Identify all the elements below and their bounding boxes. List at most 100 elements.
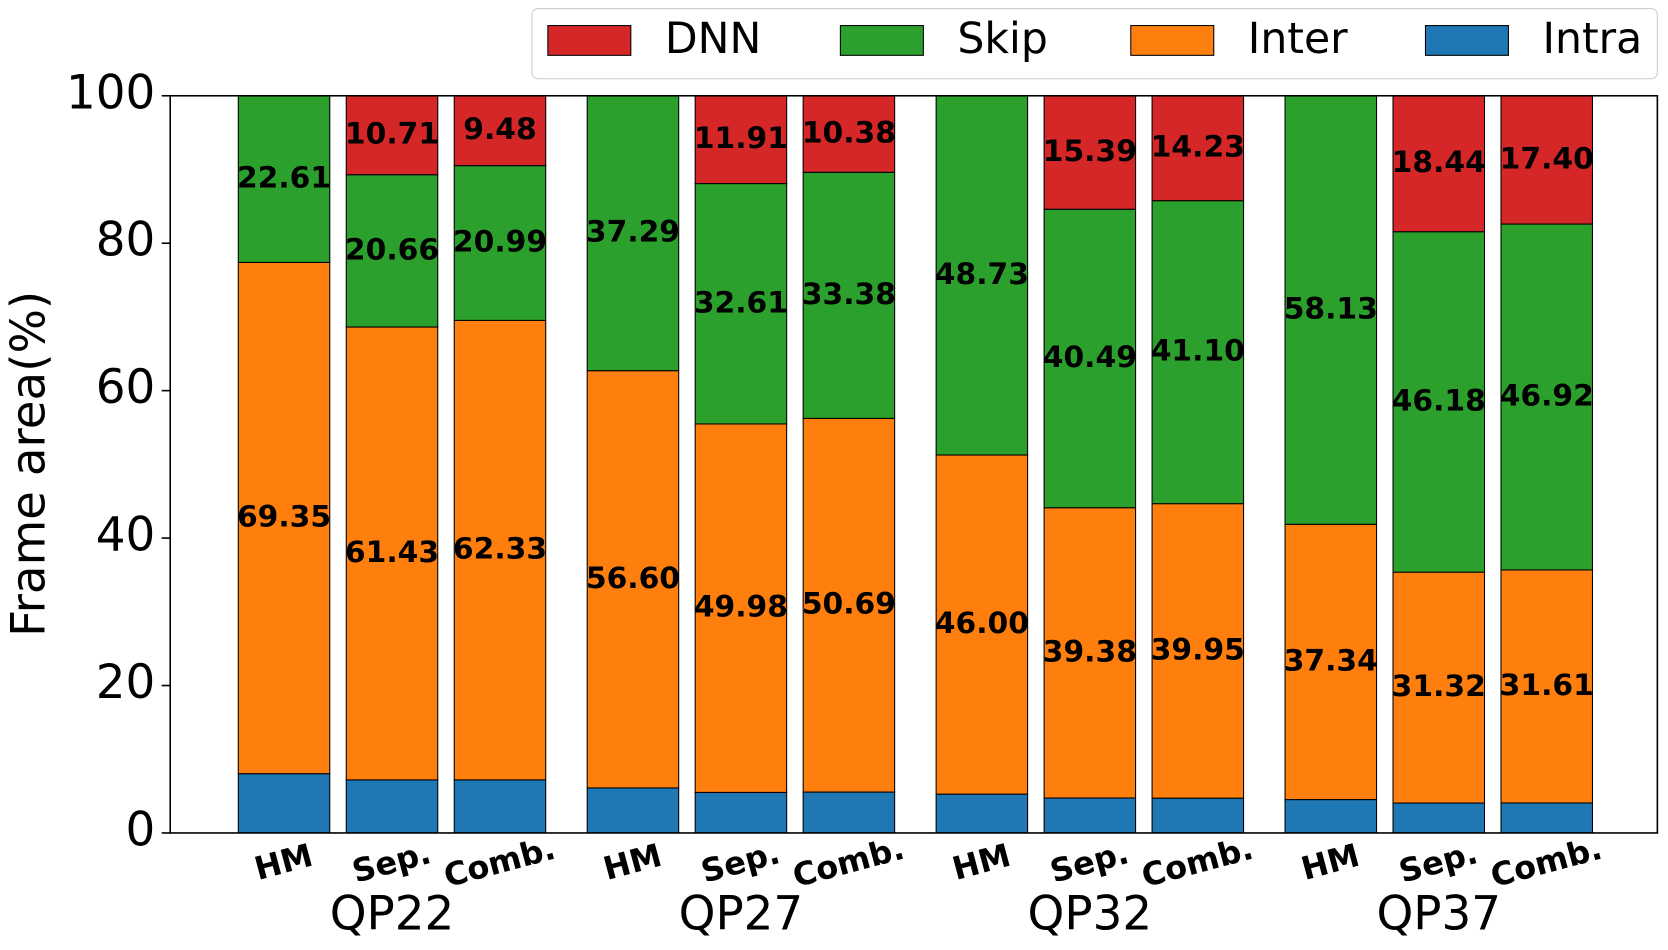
bar-segment <box>1284 799 1378 834</box>
bar-segment <box>237 773 331 834</box>
value-label: 56.60 <box>586 561 680 596</box>
value-label: 15.39 <box>1043 134 1137 169</box>
bar-segment <box>1151 503 1245 799</box>
bar-segment <box>1043 507 1137 799</box>
bar-segment <box>237 261 331 775</box>
value-label: 37.34 <box>1284 643 1378 678</box>
bar-segment <box>345 95 439 176</box>
bar-segment <box>1500 802 1594 834</box>
legend-label: Inter <box>1248 15 1348 64</box>
legend-label: DNN <box>665 15 761 64</box>
x-tick-label: Sep. <box>1046 833 1133 890</box>
legend-swatch <box>839 25 924 56</box>
bar-segment <box>586 370 680 789</box>
plot-frame <box>169 94 1659 834</box>
legend-swatch <box>547 25 632 56</box>
bar-segment <box>694 791 788 834</box>
bar-segment <box>345 779 439 834</box>
value-label: 31.61 <box>1500 668 1594 703</box>
bar-segment <box>694 183 788 425</box>
value-label: 41.10 <box>1151 334 1245 369</box>
value-label: 32.61 <box>694 285 788 320</box>
bar-segment <box>1151 797 1245 834</box>
legend-swatch <box>1130 25 1215 56</box>
y-tick-label: 20 <box>96 656 156 710</box>
x-tick-label: Comb. <box>1486 829 1606 895</box>
bar-segment <box>1151 200 1245 505</box>
bar-segment <box>802 417 896 793</box>
group-label: QP22 <box>330 887 455 941</box>
legend-swatch <box>1424 25 1509 56</box>
bar-segment <box>1043 797 1137 834</box>
value-label: 37.29 <box>586 215 680 250</box>
value-label: 31.32 <box>1392 669 1486 704</box>
bar-segment <box>802 791 896 834</box>
bar-segment <box>802 171 896 419</box>
bar-segment <box>237 95 331 263</box>
x-tick-label: Comb. <box>440 829 560 895</box>
group-label: QP37 <box>1376 887 1501 941</box>
bar-segment <box>453 95 547 167</box>
x-tick-label: HM <box>599 836 665 888</box>
group-label: QP27 <box>679 887 804 941</box>
x-tick-label: HM <box>1297 836 1363 888</box>
bar-segment <box>586 787 680 834</box>
value-label: 48.73 <box>935 257 1029 292</box>
value-label: 10.71 <box>345 117 439 152</box>
y-tick-label: 80 <box>96 214 156 268</box>
x-tick-label: Comb. <box>789 829 909 895</box>
legend-label: Intra <box>1542 15 1642 64</box>
value-label: 22.61 <box>237 161 331 196</box>
bar-segment <box>1500 223 1594 571</box>
bar-segment <box>1392 231 1486 573</box>
value-label: 18.44 <box>1392 145 1486 180</box>
value-label: 39.38 <box>1043 634 1137 669</box>
bar-segment <box>453 319 547 781</box>
bar-segment <box>694 423 788 793</box>
value-label: 33.38 <box>802 277 896 312</box>
bar-segment <box>1392 571 1486 804</box>
bar-segment <box>1392 802 1486 834</box>
bar-segment <box>1500 95 1594 225</box>
y-axis-label: Frame area(%) <box>2 291 56 637</box>
bar-segment <box>935 793 1029 834</box>
value-label: 49.98 <box>694 590 788 625</box>
bar-segment <box>453 165 547 321</box>
value-label: 14.23 <box>1151 130 1245 165</box>
value-label: 17.40 <box>1500 141 1594 176</box>
value-label: 20.66 <box>345 232 439 267</box>
value-label: 9.48 <box>463 112 536 147</box>
bar-segment <box>694 95 788 185</box>
x-tick-label: HM <box>250 836 316 888</box>
bar-segment <box>935 454 1029 795</box>
value-label: 69.35 <box>237 500 331 535</box>
value-label: 11.91 <box>694 121 788 156</box>
legend-label: Skip <box>957 15 1047 64</box>
bar-segment <box>1043 95 1137 210</box>
value-label: 40.49 <box>1043 340 1137 375</box>
group-label: QP32 <box>1028 887 1153 941</box>
x-tick-label: Sep. <box>697 833 784 890</box>
bar-segment <box>453 779 547 834</box>
value-label: 39.95 <box>1151 632 1245 667</box>
value-label: 20.99 <box>453 225 547 260</box>
value-label: 46.92 <box>1500 378 1594 413</box>
y-tick-label: 0 <box>126 803 156 857</box>
bar-segment <box>586 95 680 372</box>
bar-segment <box>1284 523 1378 801</box>
x-tick-label: HM <box>948 836 1014 888</box>
bar-segment <box>1043 208 1137 509</box>
bar-segment <box>1392 95 1486 233</box>
value-label: 61.43 <box>345 535 439 570</box>
value-label: 10.38 <box>802 116 896 151</box>
value-label: 62.33 <box>453 532 547 567</box>
value-label: 46.18 <box>1392 383 1486 418</box>
y-tick-label: 40 <box>96 509 156 563</box>
x-tick-label: Sep. <box>348 833 435 890</box>
value-label: 58.13 <box>1284 292 1378 327</box>
value-label: 46.00 <box>935 606 1029 641</box>
x-tick-label: Comb. <box>1138 829 1258 895</box>
bar-segment <box>1284 95 1378 525</box>
x-tick-label: Sep. <box>1395 833 1482 890</box>
